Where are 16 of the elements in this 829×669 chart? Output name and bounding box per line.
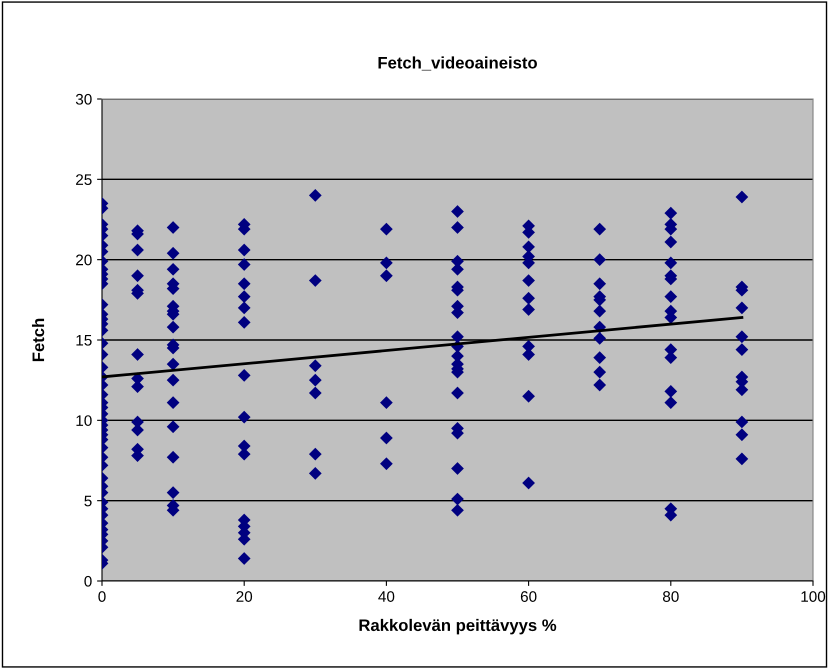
x-tick-label: 80 [662, 591, 679, 602]
x-axis-title: Rakkolevän peittävyys % [359, 618, 556, 634]
x-tick-label: 100 [801, 591, 826, 602]
chart-title: Fetch_videoaineisto [378, 56, 537, 70]
x-tick-label: 20 [236, 591, 252, 602]
y-tick-label: 10 [76, 415, 92, 426]
y-tick-label: 0 [84, 576, 92, 587]
y-tick-label: 30 [76, 94, 92, 105]
y-tick-label: 20 [76, 254, 92, 266]
x-tick-label: 60 [520, 591, 536, 602]
x-tick-label: 0 [98, 591, 106, 602]
y-tick-label: 15 [76, 335, 92, 346]
y-axis-title: Fetch [32, 318, 44, 362]
y-tick-label: 5 [84, 496, 92, 506]
x-tick-label: 40 [378, 591, 394, 602]
y-tick-label: 25 [76, 174, 92, 186]
